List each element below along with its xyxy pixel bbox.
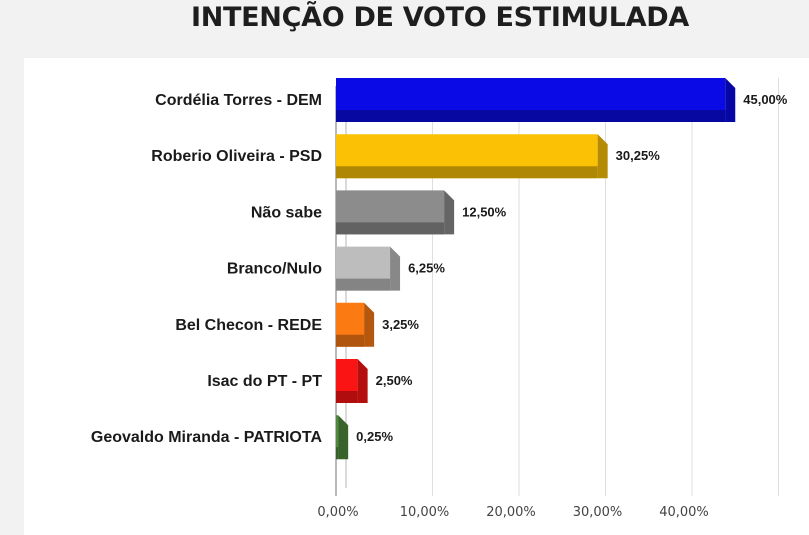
x-tick-label: 30,00% bbox=[573, 505, 623, 520]
x-tick-label: 40,00% bbox=[659, 505, 709, 520]
bar bbox=[336, 190, 455, 235]
bar-bottom bbox=[336, 334, 365, 347]
bar-bottom bbox=[336, 391, 358, 403]
page-title: INTENÇÃO DE VOTO ESTIMULADA bbox=[190, 2, 690, 33]
bar bbox=[336, 78, 736, 122]
value-label: 2,50% bbox=[376, 373, 413, 388]
category-label: Roberio Oliveira - PSD bbox=[151, 148, 322, 165]
bar-bottom bbox=[336, 278, 391, 291]
bar-bottom bbox=[336, 166, 598, 179]
value-label: 45,00% bbox=[743, 92, 788, 107]
value-label: 0,25% bbox=[356, 429, 393, 444]
bar-side bbox=[357, 359, 368, 403]
bar-bottom bbox=[336, 447, 339, 460]
x-tick-label: 10,00% bbox=[400, 505, 450, 520]
category-label: Não sabe bbox=[251, 204, 322, 221]
bar bbox=[336, 415, 349, 460]
value-label: 30,25% bbox=[616, 148, 661, 163]
x-tick-label: 0,00% bbox=[317, 505, 358, 520]
bar-bottom bbox=[336, 110, 726, 122]
category-label: Geovaldo Miranda - PATRIOTA bbox=[91, 429, 323, 446]
bar-side bbox=[364, 302, 375, 347]
category-label: Branco/Nulo bbox=[227, 261, 322, 278]
bar-side bbox=[338, 415, 349, 460]
x-tick-label: 20,00% bbox=[486, 505, 536, 520]
chart-panel: 0,00% 10,00% 20,00% 30,00% 40,00% Cordélia To… bbox=[24, 58, 809, 535]
value-label: 12,50% bbox=[462, 204, 507, 219]
bar-bottom bbox=[336, 222, 445, 235]
bars-layer bbox=[336, 78, 736, 460]
category-label: Bel Checon - REDE bbox=[175, 317, 322, 334]
bar bbox=[336, 359, 368, 403]
labels-layer: 0,00% 10,00% 20,00% 30,00% 40,00% Cordélia To… bbox=[91, 92, 788, 520]
bar-side bbox=[597, 134, 608, 179]
bar bbox=[336, 302, 375, 347]
bar-side bbox=[725, 78, 736, 122]
category-label: Cordélia Torres - DEM bbox=[155, 92, 322, 109]
bar-chart: 0,00% 10,00% 20,00% 30,00% 40,00% Cordélia To… bbox=[91, 78, 788, 520]
value-label: 6,25% bbox=[408, 261, 445, 276]
bar bbox=[336, 246, 401, 291]
value-label: 3,25% bbox=[382, 317, 419, 332]
category-label: Isac do PT - PT bbox=[207, 373, 322, 390]
bar-side bbox=[390, 246, 401, 291]
bar-side bbox=[444, 190, 455, 235]
bar bbox=[336, 134, 608, 179]
